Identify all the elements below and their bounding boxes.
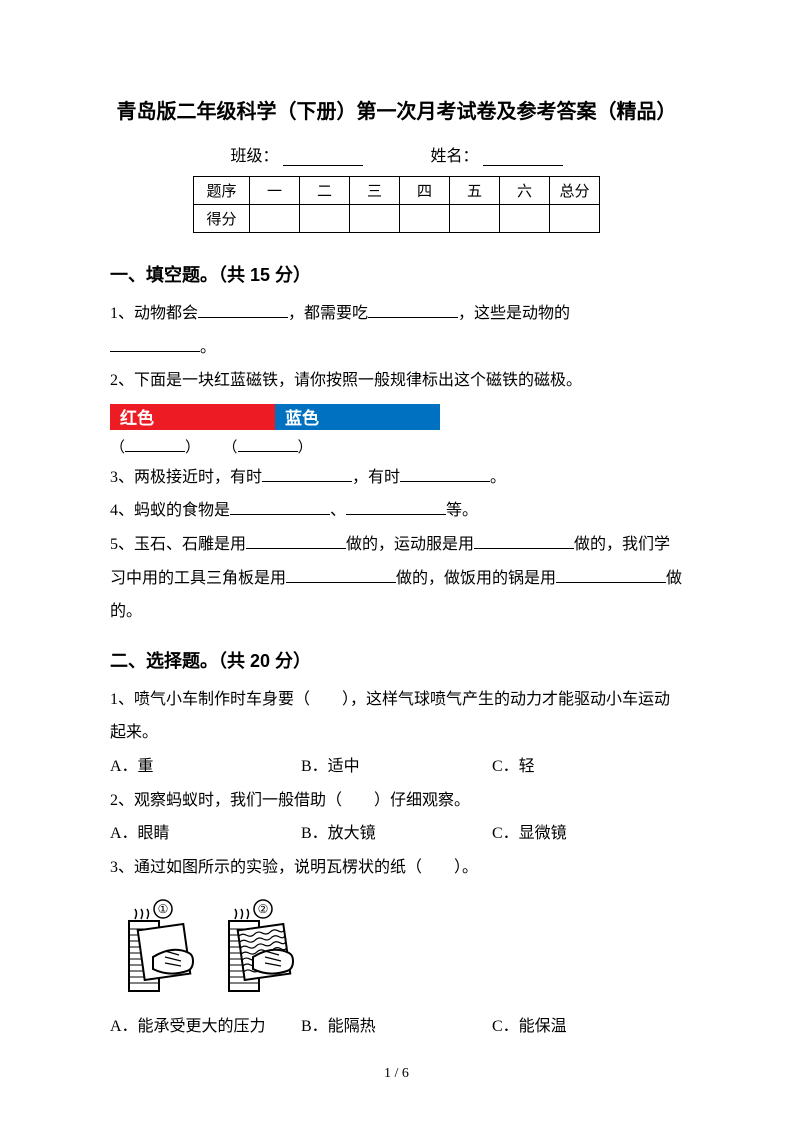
option-a: A．眼睛 (110, 817, 301, 851)
blank (474, 533, 574, 549)
table-row: 得分 (194, 205, 600, 233)
header-fields: 班级： 姓名： (110, 142, 683, 166)
paren: ） (185, 440, 200, 456)
option-c: C．能保温 (492, 1010, 683, 1044)
paren: （ (110, 440, 125, 456)
text: 做的，做饭用的锅是用 (396, 570, 556, 587)
section-1-title: 一、填空题。（共 15 分） (110, 261, 683, 287)
s2-q2: 2、观察蚂蚁时，我们一般借助（ ）仔细观察。 (110, 784, 683, 818)
blank (230, 499, 330, 515)
table-row: 题序 一 二 三 四 五 六 总分 (194, 177, 600, 205)
s2-q1-options: A．重 B．适中 C．轻 (110, 750, 683, 784)
text: 5、玉石、石雕是用 (110, 536, 246, 553)
option-a: A．重 (110, 750, 301, 784)
cell-header: 二 (300, 177, 350, 205)
cell-empty (350, 205, 400, 233)
s2-q2-options: A．眼睛 B．放大镜 C．显微镜 (110, 817, 683, 851)
blank (125, 436, 185, 452)
blank (286, 567, 396, 583)
text: 1、动物都会 (110, 305, 198, 322)
blank (556, 567, 666, 583)
text: ，都需要吃 (288, 305, 368, 322)
text: 、 (330, 502, 346, 519)
text: ，这些是动物的 (458, 305, 570, 322)
class-blank (283, 148, 363, 166)
name-blank (483, 148, 563, 166)
name-label: 姓名： (431, 148, 479, 165)
magnet-bar: 红色 蓝色 (110, 404, 440, 430)
s1-q5: 5、玉石、石雕是用做的，运动服是用做的，我们学习中用的工具三角板是用做的，做饭用… (110, 528, 683, 629)
blank (368, 302, 458, 318)
cell-empty (550, 205, 600, 233)
s2-q3: 3、通过如图所示的实验，说明瓦楞状的纸（ ）。 (110, 851, 683, 885)
cell-header: 五 (450, 177, 500, 205)
class-label: 班级： (230, 148, 278, 165)
s1-q4: 4、蚂蚁的食物是 、 等。 (110, 494, 683, 528)
blank (110, 336, 200, 352)
option-b: B．放大镜 (301, 817, 492, 851)
option-c: C．显微镜 (492, 817, 683, 851)
cell-empty (400, 205, 450, 233)
score-table: 题序 一 二 三 四 五 六 总分 得分 (193, 176, 600, 233)
s1-q1: 1、动物都会 ，都需要吃 ，这些是动物的 。 (110, 297, 683, 364)
option-b: B．适中 (301, 750, 492, 784)
text: 等。 (446, 502, 478, 519)
cell-header: 三 (350, 177, 400, 205)
svg-text:①: ① (158, 902, 169, 916)
option-a: A．能承受更大的压力 (110, 1010, 301, 1044)
s2-q3-options: A．能承受更大的压力 B．能隔热 C．能保温 (110, 1010, 683, 1044)
text: 4、蚂蚁的食物是 (110, 502, 230, 519)
paren: （ (223, 440, 238, 456)
paren: ） (298, 440, 313, 456)
magnet-red: 红色 (110, 404, 275, 430)
text: 3、两极接近时，有时 (110, 469, 262, 486)
blank (262, 466, 352, 482)
magnet-blue: 蓝色 (275, 404, 440, 430)
magnet-blanks: （ ） （ ） (110, 436, 683, 457)
section-2-title: 二、选择题。（共 20 分） (110, 647, 683, 673)
blank (246, 533, 346, 549)
text: 。 (490, 469, 506, 486)
s1-q2: 2、下面是一块红蓝磁铁，请你按照一般规律标出这个磁铁的磁极。 (110, 364, 683, 398)
text: ，有时 (352, 469, 400, 486)
s2-q3-figure: ① ② (110, 894, 683, 1004)
blank (400, 466, 490, 482)
blank (198, 302, 288, 318)
cell-header: 总分 (550, 177, 600, 205)
cell-label: 得分 (194, 205, 250, 233)
text: 。 (200, 339, 216, 356)
cell-header: 六 (500, 177, 550, 205)
cell-empty (250, 205, 300, 233)
option-c: C．轻 (492, 750, 683, 784)
s2-q1: 1、喷气小车制作时车身要（ ），这样气球喷气产生的动力才能驱动小车运动起来。 (110, 683, 683, 750)
magnet-figure: 红色 蓝色 （ ） （ ） (110, 404, 683, 457)
cell-header: 题序 (194, 177, 250, 205)
cell-header: 四 (400, 177, 450, 205)
blank (238, 436, 298, 452)
page-number: 1 / 6 (0, 1066, 793, 1082)
experiment-icon: ① ② (110, 894, 310, 1004)
svg-text:②: ② (258, 902, 269, 916)
text: 做的，运动服是用 (346, 536, 474, 553)
cell-empty (450, 205, 500, 233)
s1-q3: 3、两极接近时，有时 ，有时 。 (110, 461, 683, 495)
cell-empty (500, 205, 550, 233)
cell-empty (300, 205, 350, 233)
option-b: B．能隔热 (301, 1010, 492, 1044)
cell-header: 一 (250, 177, 300, 205)
blank (346, 499, 446, 515)
page-title: 青岛版二年级科学（下册）第一次月考试卷及参考答案（精品） (110, 95, 683, 124)
